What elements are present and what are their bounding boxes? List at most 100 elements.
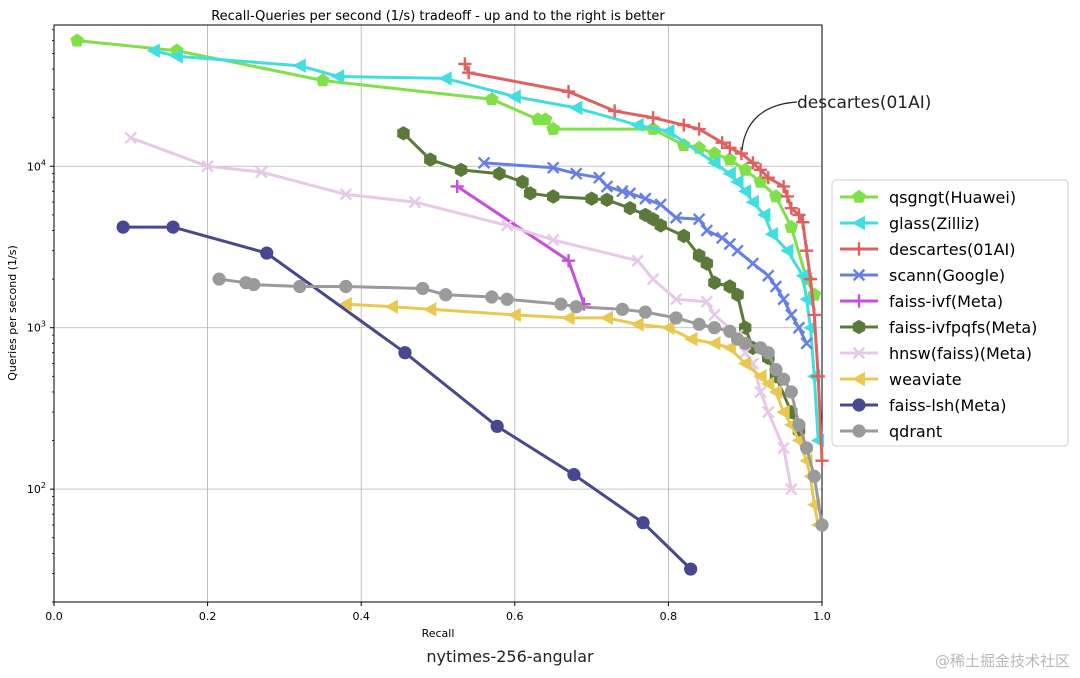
data-point xyxy=(799,292,813,307)
data-point xyxy=(384,299,398,314)
data-point xyxy=(654,218,667,233)
data-point xyxy=(600,192,614,207)
legend: qsgngt(Huawei) glass(Zilliz) descartes(01A… xyxy=(831,179,1069,447)
data-point xyxy=(700,224,714,237)
data-point xyxy=(490,419,504,433)
legend-item: faiss-ivf(Meta) xyxy=(840,292,1003,311)
data-point xyxy=(784,219,799,233)
data-point xyxy=(677,228,690,244)
data-point xyxy=(707,321,722,335)
series-line xyxy=(123,225,692,571)
data-point xyxy=(692,122,706,136)
series-line xyxy=(153,49,820,441)
data-point xyxy=(780,189,795,204)
data-point xyxy=(567,468,581,482)
data-point xyxy=(561,85,576,99)
data-point xyxy=(815,454,829,468)
y-tick-label: 103 xyxy=(27,320,46,335)
data-point xyxy=(70,33,84,47)
series-descartes-01ai xyxy=(458,57,829,468)
data-point xyxy=(723,141,737,155)
data-point xyxy=(546,233,560,247)
series-scann-google xyxy=(477,156,813,350)
legend-item: qdrant xyxy=(840,422,942,441)
data-point xyxy=(623,187,637,200)
legend-item: hnsw(faiss)(Meta) xyxy=(840,344,1032,363)
data-point xyxy=(753,163,768,177)
data-point xyxy=(338,296,352,312)
data-point xyxy=(730,174,744,190)
legend-label: weaviate xyxy=(889,370,962,389)
data-point xyxy=(738,346,752,359)
data-point xyxy=(608,104,622,118)
y-axis-ticks: 102 103 104 xyxy=(27,29,54,603)
data-point xyxy=(792,418,806,432)
data-point xyxy=(800,244,814,258)
annotation-text: descartes(01AI) xyxy=(797,93,931,113)
series-line xyxy=(218,277,824,526)
data-point xyxy=(669,311,683,325)
data-point xyxy=(166,220,180,234)
data-point xyxy=(738,336,752,350)
data-point xyxy=(676,138,691,152)
figure-caption: nytimes-256-angular xyxy=(426,647,594,666)
legend-label: qsgngt(Huawei) xyxy=(889,188,1016,207)
data-point xyxy=(852,346,866,360)
data-point xyxy=(639,192,652,205)
data-point xyxy=(654,198,667,211)
chart-title: Recall-Queries per second (1/s) tradeoff… xyxy=(211,9,665,24)
y-tick-label: 104 xyxy=(27,158,46,173)
data-point xyxy=(757,207,771,223)
data-point xyxy=(700,295,714,308)
data-point xyxy=(293,279,307,294)
data-point xyxy=(777,372,791,386)
data-point xyxy=(852,398,866,412)
data-point xyxy=(785,308,798,322)
data-point xyxy=(769,280,783,293)
legend-item: glass(Zilliz) xyxy=(840,214,980,233)
annotation: descartes(01AI) xyxy=(741,93,931,151)
series-layer xyxy=(70,33,829,576)
data-point xyxy=(569,300,583,314)
data-point xyxy=(507,307,521,323)
data-point xyxy=(777,293,790,306)
data-point xyxy=(807,469,821,483)
data-point xyxy=(707,155,721,171)
data-point xyxy=(423,302,437,317)
data-point xyxy=(852,294,866,308)
data-point xyxy=(800,337,813,350)
data-point xyxy=(852,268,866,282)
legend-item: weaviate xyxy=(840,370,962,389)
plot-area-frame xyxy=(53,24,823,603)
legend-label: faiss-ivf(Meta) xyxy=(889,292,1003,311)
series-faiss-ivf-meta xyxy=(450,179,591,311)
data-point xyxy=(811,369,825,383)
data-point xyxy=(398,346,412,360)
data-point xyxy=(247,277,261,292)
data-point xyxy=(803,272,818,286)
x-tick-label: 0.4 xyxy=(352,610,370,623)
data-point xyxy=(780,243,794,258)
data-point xyxy=(692,317,706,331)
data-point xyxy=(734,146,748,161)
data-point xyxy=(746,156,760,170)
legend-frame xyxy=(831,179,1069,447)
y-axis-label: Queries per second (1/s) xyxy=(6,245,19,381)
data-point xyxy=(746,257,760,270)
legend-label: descartes(01AI) xyxy=(889,240,1015,259)
data-point xyxy=(561,310,575,326)
data-point xyxy=(292,58,306,73)
series-glass-zilliz xyxy=(146,43,825,448)
data-point xyxy=(852,319,866,335)
legend-item: qsgngt(Huawei) xyxy=(840,188,1016,207)
data-point xyxy=(500,219,514,232)
data-point xyxy=(169,49,183,64)
data-point xyxy=(547,189,560,204)
data-point xyxy=(715,136,729,150)
data-point xyxy=(631,254,644,267)
data-point xyxy=(738,184,752,199)
data-point xyxy=(438,71,452,86)
series-line xyxy=(456,185,586,305)
legend-label: hnsw(faiss)(Meta) xyxy=(889,344,1032,363)
